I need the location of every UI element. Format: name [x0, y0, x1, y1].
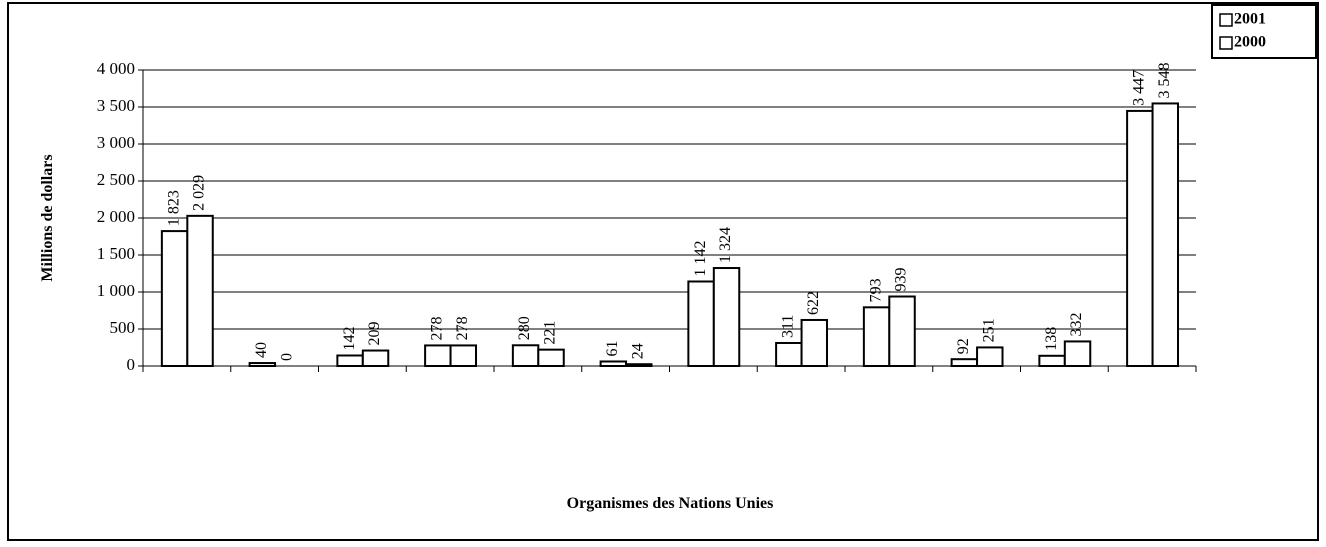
value-label: 0 — [278, 353, 295, 361]
bar — [800, 318, 829, 367]
bar — [1126, 109, 1154, 367]
bar — [449, 344, 478, 368]
bar — [1063, 340, 1092, 368]
value-label: 793 — [867, 278, 884, 302]
bar — [248, 362, 277, 368]
bar — [775, 341, 803, 367]
bar — [950, 358, 979, 367]
bar — [361, 349, 390, 367]
bar — [687, 280, 715, 368]
value-label: 142 — [341, 326, 358, 350]
bar — [599, 360, 628, 367]
value-label: 3 548 — [1156, 62, 1173, 98]
value-label: 3 447 — [1131, 70, 1148, 106]
y-tick-label: 1 000 — [97, 281, 135, 300]
bar — [511, 344, 540, 367]
bar — [424, 344, 452, 368]
y-tick-label: 2 500 — [97, 170, 135, 189]
bar — [186, 214, 214, 367]
value-label: 221 — [542, 321, 559, 345]
chart-frame — [7, 2, 1319, 541]
value-label: 278 — [429, 316, 446, 340]
y-tick-label: 4 000 — [97, 59, 135, 78]
value-label: 1 324 — [717, 227, 734, 263]
value-label: 251 — [980, 318, 997, 342]
y-axis-title: Millions de dollars — [39, 154, 56, 281]
value-label: 24 — [629, 343, 646, 359]
bar — [160, 230, 189, 367]
bar — [888, 295, 916, 368]
bar — [976, 346, 1004, 367]
value-label: 1 823 — [165, 190, 182, 226]
bar — [862, 306, 891, 367]
bar — [1038, 354, 1066, 367]
value-label: 622 — [805, 291, 822, 315]
y-tick-label: 3 500 — [97, 96, 135, 115]
legend-label: 2001 — [1234, 11, 1266, 28]
value-label: 61 — [604, 340, 621, 356]
value-label: 939 — [893, 268, 910, 292]
bar — [336, 354, 364, 368]
value-label: 138 — [1043, 327, 1060, 351]
y-tick-label: 2 000 — [97, 207, 135, 226]
bar — [1151, 102, 1180, 367]
value-label: 92 — [955, 338, 972, 354]
legend-swatch — [1219, 36, 1233, 50]
x-axis-title: Organismes des Nations Unies — [567, 495, 774, 512]
y-tick-label: 1 500 — [97, 244, 135, 263]
value-label: 209 — [366, 322, 383, 346]
value-label: 311 — [780, 315, 797, 338]
legend-label: 2000 — [1234, 34, 1266, 51]
bar — [537, 348, 565, 367]
value-label: 1 142 — [692, 240, 709, 276]
y-tick-label: 0 — [127, 355, 136, 374]
y-tick-label: 3 000 — [97, 133, 135, 152]
value-label: 278 — [454, 316, 471, 340]
value-label: 40 — [253, 342, 270, 358]
value-label: 332 — [1068, 312, 1085, 336]
bar — [625, 363, 653, 367]
legend-swatch — [1219, 13, 1233, 27]
y-tick-label: 500 — [110, 318, 136, 337]
value-label: 2 029 — [191, 175, 208, 211]
bar — [712, 267, 741, 367]
value-label: 280 — [516, 316, 533, 340]
